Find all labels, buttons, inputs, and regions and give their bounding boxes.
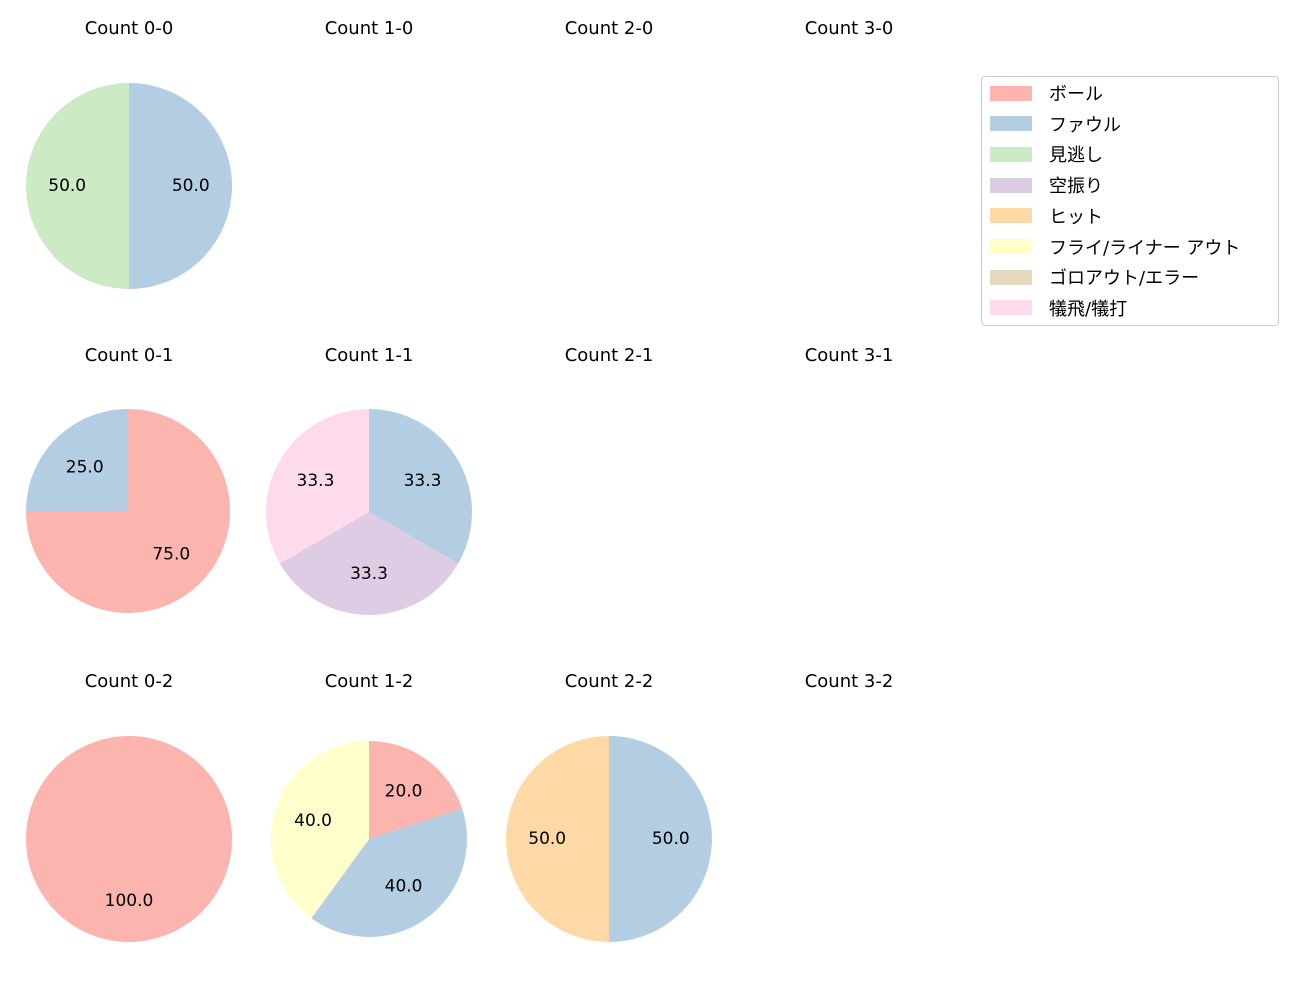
slice-value-label: 100.0 (105, 891, 154, 911)
legend-label: 犠飛/犠打 (1049, 298, 1128, 320)
legend-swatch (990, 146, 1032, 162)
legend-item: ヒット (990, 206, 1103, 228)
panel-title: Count 0-2 (84, 671, 174, 692)
legend-item: ファウル (990, 114, 1121, 136)
panel-title: Count 3-2 (804, 671, 894, 692)
pie-count-1-1: 33.3 33.3 33.3 (266, 409, 472, 615)
slice-value-label: 40.0 (294, 811, 332, 831)
panel-title: Count 1-1 (324, 345, 414, 366)
legend-label: フライ/ライナー アウト (1049, 237, 1241, 259)
slice-value-label: 50.0 (528, 829, 566, 849)
pie-count-0-1: 75.0 25.0 (26, 409, 230, 613)
legend-swatch (990, 208, 1032, 224)
slice-value-label: 40.0 (385, 877, 423, 897)
panel-title: Count 0-0 (84, 18, 174, 39)
legend-swatch (990, 300, 1032, 316)
legend-item: 犠飛/犠打 (990, 298, 1128, 320)
legend-item: 見逃し (990, 144, 1103, 167)
pie-count-2-2: 50.0 50.0 (506, 736, 712, 942)
panel-title: Count 2-2 (564, 671, 654, 692)
legend-label: ヒット (1049, 206, 1103, 228)
pie-count-0-0: 50.0 50.0 (26, 83, 232, 289)
pie-count-1-2: 20.0 40.0 40.0 (271, 741, 467, 937)
pie-slice (26, 83, 129, 289)
slice-value-label: 33.3 (297, 471, 335, 491)
pie-slice (26, 736, 232, 942)
legend: ボールファウル見逃し空振りヒットフライ/ライナー アウト ゴロアウト/エラー 犠飛/… (981, 76, 1279, 326)
slice-value-label: 33.3 (350, 564, 388, 584)
pie-slice (369, 741, 463, 839)
pie-slice (369, 409, 472, 564)
panel-title: Count 3-1 (804, 345, 894, 366)
pie-slice (26, 409, 128, 511)
legend-swatch (990, 239, 1032, 254)
slice-value-label: 50.0 (48, 176, 86, 196)
slice-value-label: 75.0 (152, 544, 190, 564)
legend-item: ボール (990, 83, 1103, 105)
panel-title: Count 2-1 (564, 345, 654, 366)
legend-item: ゴロアウト/エラー (990, 267, 1200, 290)
legend-swatch (990, 116, 1032, 132)
legend-label: 見逃し (1049, 145, 1103, 167)
legend-label: ゴロアウト/エラー (1049, 268, 1200, 290)
legend-label: 空振り (1049, 176, 1103, 198)
pie-slice (266, 409, 369, 564)
legend-label: ボール (1049, 84, 1103, 105)
panel-title: Count 3-0 (804, 18, 894, 39)
pie-slice (506, 736, 609, 942)
slice-value-label: 33.3 (404, 471, 442, 491)
pie-slice (311, 808, 467, 937)
legend-item: 空振り (990, 175, 1103, 198)
legend-item: フライ/ライナー アウト (990, 237, 1241, 259)
pie-slice (129, 83, 232, 289)
slice-value-label: 20.0 (385, 781, 423, 801)
panel-title: Count 1-0 (324, 18, 414, 39)
pie-slice (609, 736, 712, 942)
pie-slice (271, 741, 369, 919)
slice-value-label: 50.0 (652, 829, 690, 849)
legend-label: ファウル (1049, 114, 1121, 136)
legend-swatch (990, 85, 1032, 101)
pie-count-0-2: 100.0 (26, 736, 232, 942)
panel-title: Count 0-1 (84, 345, 174, 366)
panel-title: Count 2-0 (564, 18, 654, 39)
legend-swatch (990, 269, 1032, 285)
slice-value-label: 25.0 (66, 458, 104, 478)
panel-title: Count 1-2 (324, 671, 414, 692)
legend-swatch (990, 177, 1032, 193)
slice-value-label: 50.0 (172, 176, 210, 196)
